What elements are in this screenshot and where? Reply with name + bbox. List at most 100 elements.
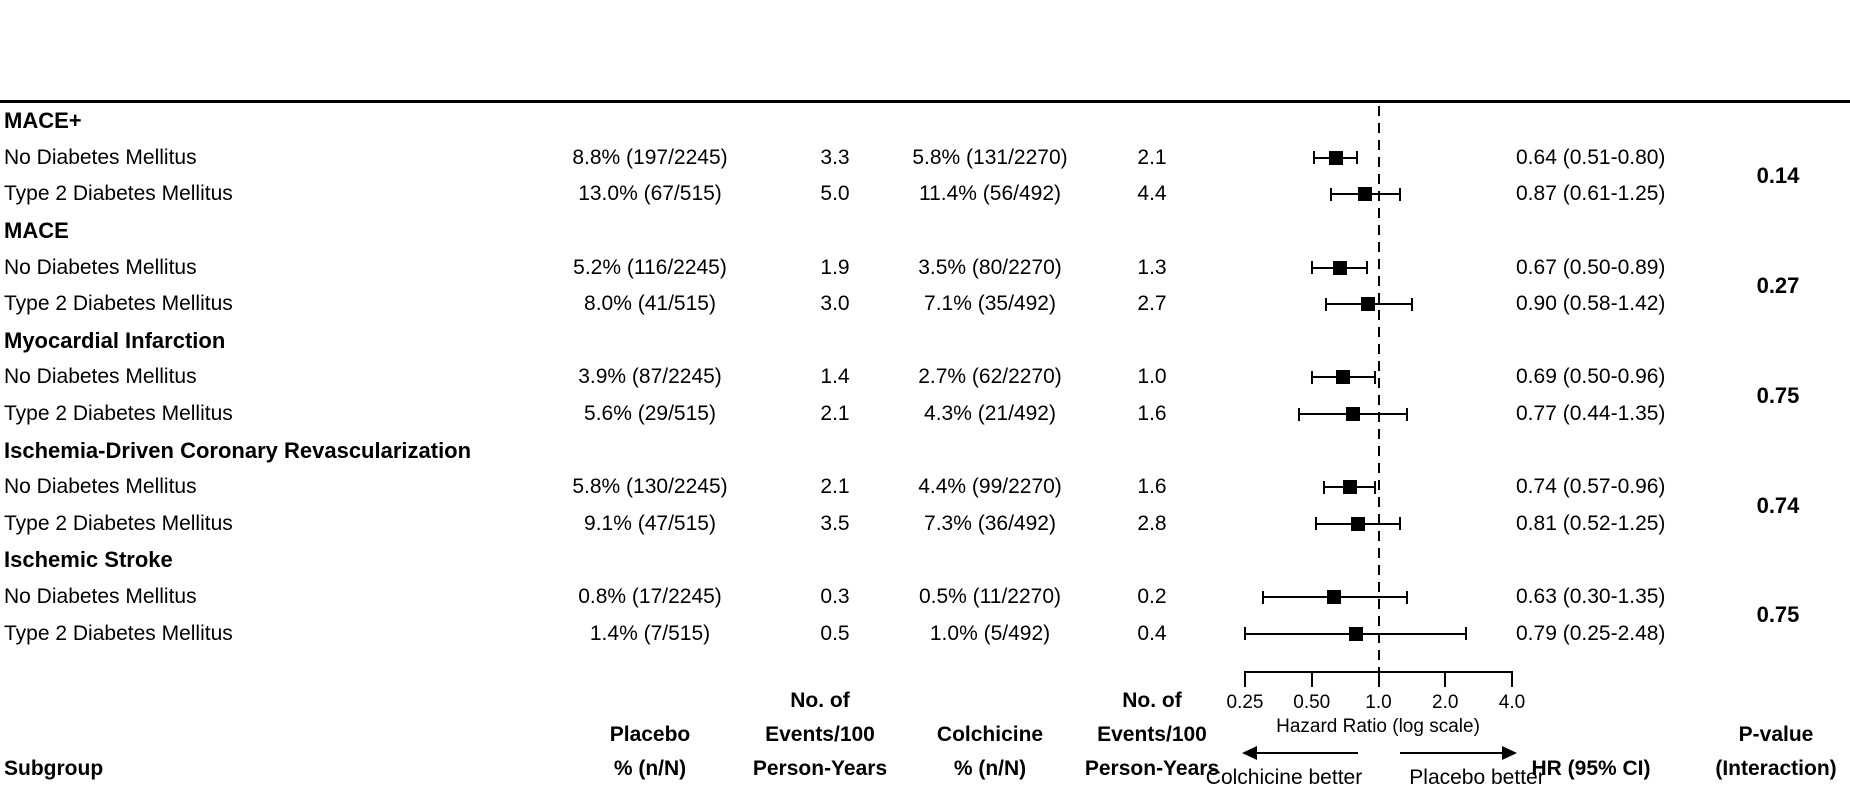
placebo-rate-value: 2.1: [820, 402, 850, 426]
hr-point-marker: [1348, 626, 1363, 641]
subgroup-label: Type 2 Diabetes Mellitus: [4, 511, 233, 535]
col-header-label: Colchicine: [936, 723, 1044, 746]
colchicine-value: 1.0% (5/492): [929, 621, 1051, 645]
axis-tick-label: 2.0: [1432, 692, 1459, 713]
placebo-value: 1.4% (7/515): [589, 621, 711, 645]
colchicine-rate-value: 1.3: [1137, 255, 1167, 279]
col-header-label: % (n/N): [613, 757, 687, 780]
ci-cap-high: [1373, 480, 1376, 494]
section-row: MACE+: [0, 103, 1850, 140]
subgroup-label: No Diabetes Mellitus: [4, 585, 197, 609]
subgroup-label: No Diabetes Mellitus: [4, 365, 197, 389]
ci-cap-low: [1314, 517, 1317, 531]
table-row: Type 2 Diabetes Mellitus 1.4% (7/515) 0.5 1…: [0, 615, 1850, 652]
hr-point-marker: [1327, 590, 1341, 605]
placebo-rate-value: 0.5: [820, 621, 850, 645]
placebo-value: 3.9% (87/2245): [578, 365, 722, 389]
colchicine-rate-value: 2.1: [1137, 145, 1167, 169]
hr-point-marker: [1328, 150, 1343, 165]
col-header-label: (Interaction): [1715, 757, 1837, 780]
hr-ci-value: 0.74 (0.57-0.96): [1516, 475, 1666, 499]
axis-tick: [1310, 671, 1313, 687]
placebo-value: 8.8% (197/2245): [572, 145, 728, 169]
colchicine-value: 4.3% (21/492): [924, 402, 1056, 426]
axis-title: Hazard Ratio (log scale): [1276, 716, 1480, 737]
p-interaction-value: 0.27: [1756, 273, 1800, 298]
hr-point-marker: [1361, 297, 1376, 312]
subgroup-label: Type 2 Diabetes Mellitus: [4, 292, 233, 316]
col-header-label: No. of: [1122, 689, 1182, 712]
right-arrow-line: [1400, 752, 1502, 754]
subgroup-label: Type 2 Diabetes Mellitus: [4, 621, 233, 645]
section-title: MACE+: [4, 108, 82, 134]
ci-cap-low: [1298, 407, 1301, 421]
reference-line: [1377, 106, 1380, 671]
col-header-label: Events/100: [1097, 723, 1207, 746]
placebo-rate-value: 1.4: [820, 365, 850, 389]
table-row: Type 2 Diabetes Mellitus 13.0% (67/515) 5.…: [0, 176, 1850, 213]
axis-tick: [1244, 671, 1246, 687]
colchicine-rate-value: 0.2: [1137, 585, 1167, 609]
subgroup-label: No Diabetes Mellitus: [4, 475, 197, 499]
colchicine-value: 11.4% (56/492): [918, 182, 1062, 206]
colchicine-rate-value: 4.4: [1137, 182, 1167, 206]
placebo-value: 8.0% (41/515): [584, 292, 716, 316]
placebo-value: 5.6% (29/515): [584, 402, 716, 426]
col-header-label: Subgroup: [4, 757, 104, 780]
right-arrow-label: Placebo better: [1409, 766, 1545, 789]
placebo-rate-value: 2.1: [820, 475, 850, 499]
colchicine-value: 5.8% (131/2270): [912, 145, 1068, 169]
ci-cap-high: [1366, 261, 1369, 275]
colchicine-rate-value: 0.4: [1137, 621, 1167, 645]
p-interaction-value: 0.14: [1756, 163, 1800, 189]
hr-ci-value: 0.63 (0.30-1.35): [1516, 585, 1666, 609]
left-arrow-line: [1256, 752, 1358, 754]
col-header-label: Placebo: [609, 723, 691, 746]
table-row: Type 2 Diabetes Mellitus 8.0% (41/515) 3.0…: [0, 286, 1850, 323]
subgroup-label: Type 2 Diabetes Mellitus: [4, 402, 233, 426]
colchicine-rate-value: 1.6: [1137, 402, 1167, 426]
col-header-pvalue: P-value (Interaction): [1715, 718, 1836, 786]
section-row: MACE: [0, 213, 1850, 250]
hr-point-marker: [1358, 187, 1373, 202]
ci-cap-low: [1325, 297, 1328, 311]
subgroup-label: Type 2 Diabetes Mellitus: [4, 182, 233, 206]
p-interaction-value: 0.75: [1756, 602, 1800, 628]
col-header-colchicine: Colchicine % (n/N): [937, 718, 1043, 786]
p-interaction-value: 0.74: [1756, 492, 1800, 518]
colchicine-rate-value: 1.6: [1137, 475, 1167, 499]
hr-point-marker: [1351, 516, 1366, 531]
hr-ci-value: 0.77 (0.44-1.35): [1516, 402, 1666, 426]
colchicine-value: 7.1% (35/492): [924, 292, 1056, 316]
col-header-label: P-value: [1738, 723, 1814, 746]
placebo-rate-value: 3.3: [820, 145, 850, 169]
hr-ci-value: 0.90 (0.58-1.42): [1516, 292, 1666, 316]
ci-cap-low: [1310, 370, 1313, 384]
hr-point-marker: [1346, 407, 1361, 422]
colchicine-rate-value: 1.0: [1137, 365, 1167, 389]
colchicine-value: 0.5% (11/2270): [918, 585, 1062, 609]
subgroup-label: No Diabetes Mellitus: [4, 255, 197, 279]
section-row: Myocardial Infarction: [0, 323, 1850, 360]
hr-ci-value: 0.67 (0.50-0.89): [1516, 255, 1666, 279]
table-row: No Diabetes Mellitus 5.2% (116/2245) 1.9 3.…: [0, 249, 1850, 286]
colchicine-rate-value: 2.7: [1137, 292, 1167, 316]
axis-tick: [1377, 671, 1380, 687]
col-header-placebo: Placebo % (n/N): [610, 718, 691, 786]
ci-cap-low: [1312, 151, 1315, 165]
section-title: MACE: [4, 218, 69, 244]
ci-cap-low: [1261, 590, 1264, 604]
placebo-rate-value: 0.3: [820, 585, 850, 609]
axis-tick-label: 0.50: [1293, 692, 1331, 713]
hr-point-marker: [1342, 480, 1357, 495]
placebo-rate-value: 3.5: [820, 511, 850, 535]
section-title: Ischemia-Driven Coronary Revascularizati…: [4, 437, 472, 463]
table-row: No Diabetes Mellitus 3.9% (87/2245) 1.4 2.7…: [0, 359, 1850, 396]
left-arrow-icon: [1242, 746, 1257, 760]
colchicine-value: 3.5% (80/2270): [918, 255, 1062, 279]
placebo-value: 0.8% (17/2245): [578, 585, 722, 609]
placebo-rate-value: 1.9: [820, 255, 850, 279]
ci-cap-high: [1356, 151, 1358, 165]
placebo-value: 5.2% (116/2245): [573, 255, 727, 279]
ci-cap-high: [1464, 627, 1467, 641]
